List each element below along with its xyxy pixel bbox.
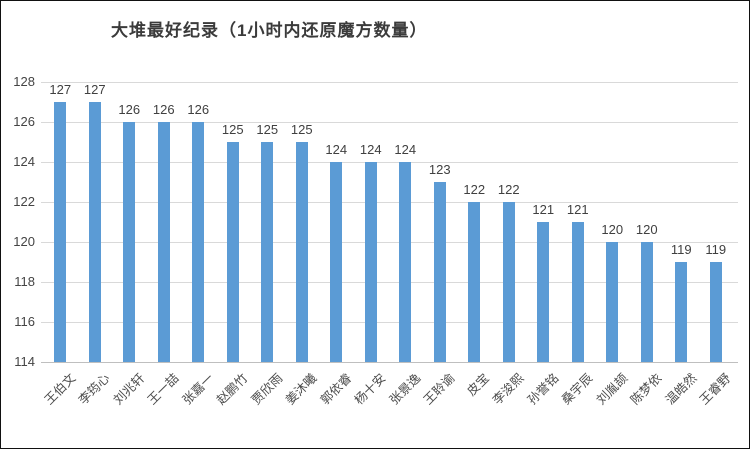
bar [433,182,446,362]
bar-value-label: 125 [256,122,279,137]
bar [571,222,584,362]
chart-title: 大堆最好纪录（1小时内还原魔方数量） [111,21,428,40]
bar-value-label: 119 [670,242,692,257]
bar-value-label: 126 [152,102,175,117]
bar-value-label: 120 [635,222,658,237]
y-axis-tick-label: 122 [13,194,35,209]
bar [123,122,136,362]
x-axis-category-label: 李浚熙 [490,371,527,408]
bar-value-label: 127 [49,82,72,97]
bar-value-label: 124 [394,142,417,157]
bar-value-label: 126 [118,102,141,117]
x-axis-category-label: 李筠心 [76,371,113,408]
gridline [41,202,738,203]
bar [226,142,239,362]
bar-value-label: 119 [705,242,727,257]
x-axis-category-label: 姜沐曦 [283,371,320,408]
bar [192,122,205,362]
bar [157,122,170,362]
bar-value-label: 121 [532,202,555,217]
bar-value-label: 124 [359,142,382,157]
bar-value-label: 123 [428,162,451,177]
bar [295,142,308,362]
y-axis-tick-label: 128 [13,74,35,89]
x-axis-category-label: 陈梦依 [628,371,665,408]
gridline [41,242,738,243]
bar-value-label: 127 [83,82,106,97]
bar [399,162,412,362]
bar [640,242,653,362]
bar-value-label: 125 [290,122,313,137]
gridline [41,122,738,123]
x-axis-line [41,362,738,363]
bar [54,102,67,362]
bar-value-label: 124 [325,142,348,157]
bar [88,102,101,362]
x-axis-category-label: 赵鹏竹 [214,371,251,408]
bar [502,202,515,362]
bar [364,162,377,362]
x-axis-category-label: 王睿野 [697,371,734,408]
bar [537,222,550,362]
x-axis-category-label: 王聆谕 [421,371,458,408]
x-axis-category-label: 刘胤颉 [593,371,631,408]
gridline [41,162,738,163]
gridline [41,322,738,323]
x-axis-category-label: 张嘉一 [179,371,217,408]
y-axis-tick-label: 118 [14,274,35,289]
y-axis-tick-label: 114 [14,354,35,369]
y-axis-tick-label: 126 [13,114,35,129]
bar-value-label: 122 [463,182,486,197]
x-axis-category-label: 刘兆轩 [110,371,148,408]
x-axis-category-label: 张景逸 [386,371,424,408]
bar [675,262,688,362]
gridline [41,282,738,283]
x-axis-category-label: 桑宇辰 [559,371,596,408]
bar [709,262,722,362]
bar-value-label: 121 [566,202,589,217]
x-axis-category-label: 贾欣雨 [248,371,286,408]
gridline [41,82,738,83]
bar-value-label: 122 [497,182,520,197]
bar [468,202,481,362]
bar [330,162,343,362]
x-axis-category-label: 郭依睿 [317,371,355,408]
x-axis-category-label: 杨十安 [352,371,389,408]
x-axis-category-label: 王一喆 [145,371,182,408]
bar [261,142,274,362]
y-axis-tick-label: 116 [14,314,35,329]
x-axis-category-label: 孙誉铭 [524,371,562,408]
x-axis-category-label: 皮宝 [464,371,493,399]
bar [606,242,619,362]
y-axis-tick-label: 124 [13,154,35,169]
bar-value-label: 125 [221,122,244,137]
x-axis-category-label: 温皓然 [662,371,700,408]
bar-value-label: 126 [187,102,210,117]
x-axis-category-label: 王伯文 [41,371,79,408]
bar-value-label: 120 [601,222,624,237]
y-axis-tick-label: 120 [13,234,35,249]
